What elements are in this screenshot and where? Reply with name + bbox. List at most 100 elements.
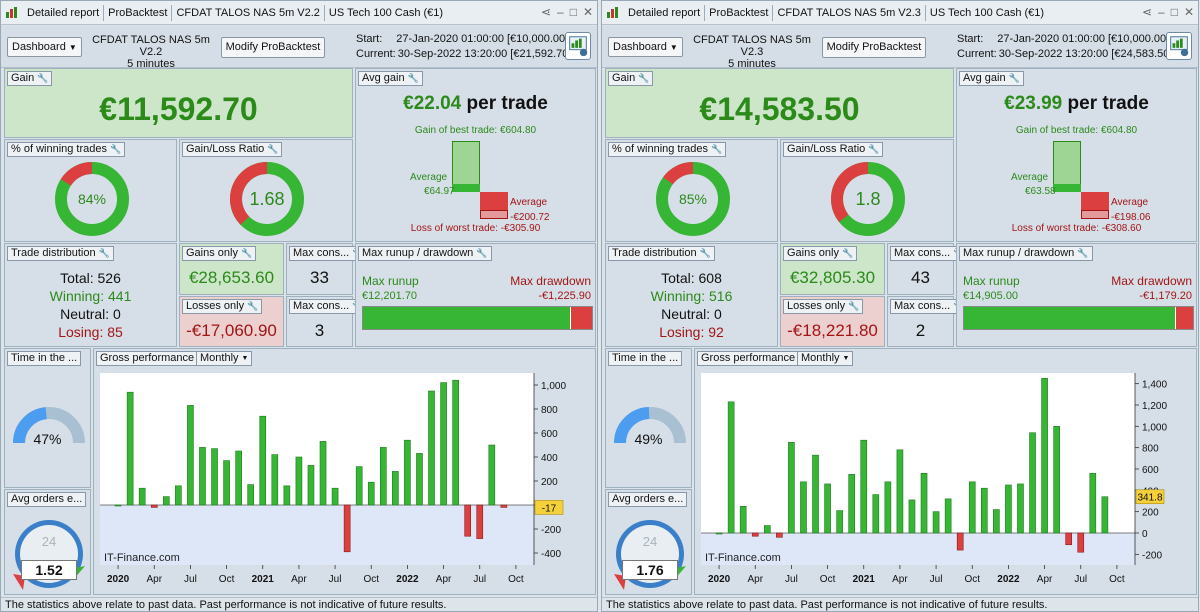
chart-bar: [259, 415, 267, 506]
maximize-icon[interactable]: □: [1170, 5, 1178, 19]
avg-gain-label-text: Avg gain: [963, 72, 1006, 84]
chart-bar: [223, 460, 230, 506]
winning-pct: 84%: [77, 191, 107, 207]
gauge-fill: [13, 407, 48, 444]
time-in-market-label-text: Time in the ...: [11, 352, 78, 364]
tab-probacktest[interactable]: ProBacktest: [705, 4, 774, 21]
gain-label[interactable]: Gain 🔧: [7, 71, 53, 86]
gains-only-label[interactable]: Gains only 🔧: [182, 246, 257, 261]
y-tick-label: 1,000: [1142, 422, 1167, 433]
share-icon[interactable]: ⋖: [540, 5, 551, 19]
minimize-icon[interactable]: –: [1158, 5, 1165, 19]
losses-only-label-text: Losses only: [186, 300, 245, 312]
chart-bar: [428, 390, 435, 506]
y-tick-label: 800: [1142, 444, 1159, 455]
losses-only-label[interactable]: Losses only 🔧: [182, 299, 263, 314]
minimize-icon[interactable]: –: [557, 5, 564, 19]
period-dropdown-label: Monthly: [200, 352, 239, 364]
tab-instrument[interactable]: US Tech 100 Cash (€1): [328, 6, 444, 19]
winning-trades-box: % of winning trades 🔧 84%: [4, 139, 177, 242]
max-cons-label[interactable]: Max cons...🔧: [890, 246, 969, 261]
close-icon[interactable]: ✕: [582, 5, 593, 19]
gross-performance-label[interactable]: Gross performance🔧: [697, 351, 814, 366]
runup-drawdown-label[interactable]: Max runup / drawdown 🔧: [959, 246, 1093, 261]
chart-bar: [763, 525, 771, 534]
losses-only-box: Losses only 🔧 -€17,060.90: [179, 296, 284, 347]
timeframe: 5 minutes: [127, 58, 175, 70]
chart-bar: [993, 509, 1000, 534]
x-tick-label: Oct: [363, 574, 379, 585]
gross-performance-chart: -400-20002004006008001,0002020AprJulOct2…: [100, 373, 566, 585]
wrench-icon: 🔧: [1077, 248, 1089, 258]
tab-strategy[interactable]: CFDAT TALOS NAS 5m V2.2: [172, 4, 325, 21]
tab-probacktest[interactable]: ProBacktest: [104, 4, 173, 21]
report-header: Dashboard ▼ CFDAT TALOS NAS 5m V2.3 5 min…: [602, 26, 1198, 70]
report-panel: Detailed report ProBacktest CFDAT TALOS …: [0, 0, 598, 612]
avg-gain-label[interactable]: Avg gain 🔧: [959, 71, 1024, 86]
modify-probacktest-button[interactable]: Modify ProBacktest: [221, 37, 325, 58]
trade-distribution-label[interactable]: Trade distribution 🔧: [7, 246, 114, 261]
close-icon[interactable]: ✕: [1183, 5, 1194, 19]
chart-bar: [416, 453, 423, 506]
trade-distribution-label[interactable]: Trade distribution 🔧: [608, 246, 715, 261]
chart-bar: [175, 485, 182, 506]
report-settings-icon[interactable]: [565, 32, 591, 60]
tab-instrument[interactable]: US Tech 100 Cash (€1): [929, 6, 1045, 19]
chart-bar: [872, 494, 880, 534]
tab-detailed-report[interactable]: Detailed report: [624, 4, 706, 21]
tab-detailed-report[interactable]: Detailed report: [23, 4, 105, 21]
avg-gain-label[interactable]: Avg gain 🔧: [358, 71, 423, 86]
maximize-icon[interactable]: □: [569, 5, 577, 19]
chart-bar: [1041, 378, 1048, 534]
avg-orders-label-text: Avg orders e...: [11, 493, 83, 505]
x-tick-label: Oct: [964, 574, 980, 585]
avg-gain-box: Avg gain 🔧 €22.04 per trade Gain of best …: [355, 68, 596, 242]
runup-drawdown-label[interactable]: Max runup / drawdown 🔧: [358, 246, 492, 261]
period-dropdown[interactable]: Monthly ▼: [196, 351, 253, 366]
avg-gain-line: €23.99 per trade: [957, 93, 1196, 115]
y-tick-label: 1,400: [1142, 380, 1167, 391]
losses-only-label[interactable]: Losses only 🔧: [783, 299, 864, 314]
time-in-market-label[interactable]: Time in the ...: [608, 351, 683, 366]
report-settings-icon[interactable]: [1166, 32, 1192, 60]
current-info: Current: 30-Sep-2022 13:20:00 [€24,583.50…: [957, 48, 1172, 60]
ratio-label[interactable]: Gain/Loss Ratio 🔧: [783, 142, 884, 157]
avg-orders-value: 1.52: [21, 560, 77, 580]
x-tick-label: Jul: [930, 574, 943, 585]
gain-label[interactable]: Gain 🔧: [608, 71, 654, 86]
gross-performance-label[interactable]: Gross performance🔧: [96, 351, 213, 366]
dashboard-dropdown[interactable]: Dashboard ▼: [7, 37, 82, 57]
y-tick-label: 0: [1142, 529, 1148, 540]
chevron-down-icon: ▼: [669, 43, 678, 52]
current-label: Current:: [957, 48, 997, 60]
winning-trades-label[interactable]: % of winning trades 🔧: [608, 142, 727, 157]
modify-probacktest-button[interactable]: Modify ProBacktest: [822, 37, 926, 58]
winning-donut: [656, 162, 730, 236]
strategy-name-block: CFDAT TALOS NAS 5m V2.3 5 minutes: [682, 34, 822, 70]
max-cons-label[interactable]: Max cons...🔧: [289, 246, 368, 261]
losses-only-value: -€18,221.80: [787, 321, 878, 340]
ratio-label[interactable]: Gain/Loss Ratio 🔧: [182, 142, 283, 157]
avg-orders-label[interactable]: Avg orders e...: [7, 492, 87, 507]
gains-only-label-text: Gains only: [186, 247, 238, 259]
share-icon[interactable]: ⋖: [1141, 5, 1152, 19]
x-tick-label: 2021: [853, 574, 876, 585]
gauge-fill: [614, 407, 650, 444]
chart-bar: [824, 483, 831, 534]
avg-orders-label[interactable]: Avg orders e...: [608, 492, 688, 507]
x-tick-label: 2020: [708, 574, 731, 585]
neutral-trades: Neutral: 0: [661, 306, 722, 322]
time-in-market-label[interactable]: Time in the ...: [7, 351, 82, 366]
gains-only-label[interactable]: Gains only 🔧: [783, 246, 858, 261]
winning-trades-label[interactable]: % of winning trades 🔧: [7, 142, 126, 157]
tab-strategy[interactable]: CFDAT TALOS NAS 5m V2.3: [773, 4, 926, 21]
avg-orders-box: Avg orders e... 24 1.52: [4, 489, 91, 595]
max-runup-label: Max runup: [963, 274, 1020, 288]
dashboard-dropdown[interactable]: Dashboard ▼: [608, 37, 683, 57]
chart-bar: [908, 499, 916, 534]
start-value: 27-Jan-2020 01:00:00 [€10,000.00]: [396, 33, 569, 45]
period-dropdown[interactable]: Monthly ▼: [797, 351, 854, 366]
time-gauge: [13, 407, 85, 444]
losses-only-label-text: Losses only: [787, 300, 846, 312]
chart-bar: [944, 498, 952, 534]
